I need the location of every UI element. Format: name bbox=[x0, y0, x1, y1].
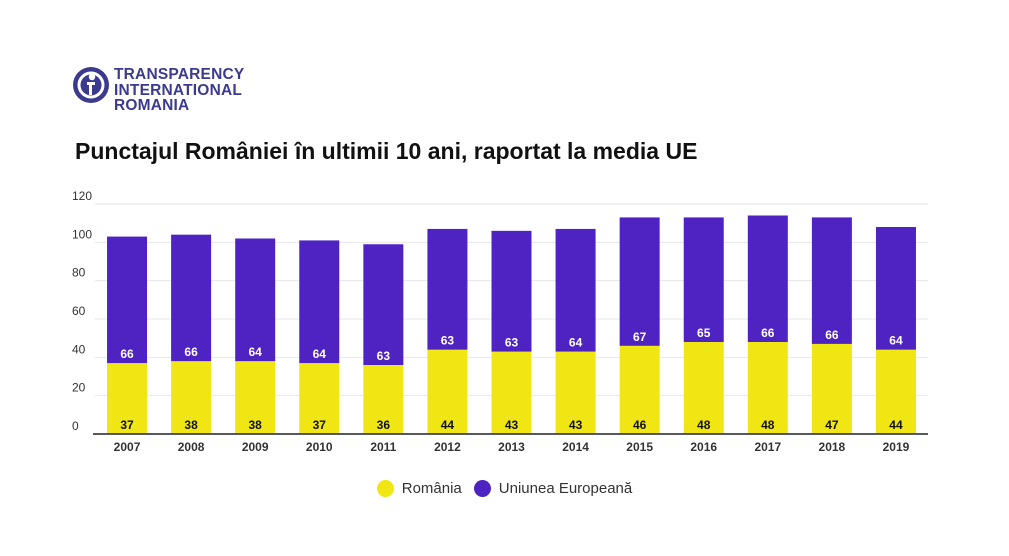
data-label-romania: 43 bbox=[505, 418, 519, 432]
data-label-eu: 64 bbox=[313, 347, 327, 361]
bar-eu bbox=[683, 217, 724, 342]
legend-swatch-eu bbox=[473, 480, 491, 497]
bar-eu bbox=[491, 230, 532, 352]
x-tick-label: 2016 bbox=[690, 440, 717, 454]
bar-eu bbox=[107, 236, 148, 364]
data-label-eu: 63 bbox=[505, 336, 519, 350]
data-label-eu: 66 bbox=[120, 347, 134, 361]
data-label-eu: 63 bbox=[377, 349, 391, 363]
bar-eu bbox=[363, 244, 404, 365]
bar-eu bbox=[747, 215, 788, 342]
bar-romania bbox=[363, 365, 404, 434]
data-label-romania: 43 bbox=[569, 418, 583, 432]
bar-romania bbox=[171, 361, 212, 434]
x-tick-label: 2017 bbox=[754, 440, 781, 454]
data-label-romania: 36 bbox=[377, 418, 391, 432]
chart-legend: România Uniunea Europeană bbox=[0, 480, 1009, 497]
logo-text: TRANSPARENCY INTERNATIONAL ROMANIA bbox=[114, 67, 244, 114]
bar-eu bbox=[427, 228, 468, 350]
bar-eu bbox=[299, 240, 340, 364]
data-label-romania: 44 bbox=[889, 418, 903, 432]
data-label-romania: 37 bbox=[313, 418, 327, 432]
y-tick-label: 120 bbox=[72, 189, 92, 203]
data-label-romania: 48 bbox=[697, 418, 711, 432]
legend-item-romania[interactable]: România bbox=[376, 480, 462, 497]
x-tick-label: 2019 bbox=[883, 440, 910, 454]
bar-eu bbox=[811, 217, 852, 344]
bar-eu bbox=[235, 238, 276, 362]
chart-title: Punctajul României în ultimii 10 ani, ra… bbox=[75, 138, 698, 164]
transparency-logo-icon bbox=[73, 67, 109, 103]
x-tick-label: 2015 bbox=[626, 440, 653, 454]
bar-eu bbox=[619, 217, 660, 346]
data-label-eu: 66 bbox=[825, 328, 839, 342]
bar-eu bbox=[555, 228, 596, 352]
x-tick-label: 2007 bbox=[114, 440, 141, 454]
data-label-romania: 46 bbox=[633, 418, 647, 432]
bar-eu bbox=[171, 234, 212, 362]
logo-line-1: TRANSPARENCY bbox=[114, 66, 245, 83]
x-tick-label: 2018 bbox=[819, 440, 846, 454]
data-label-eu: 64 bbox=[889, 334, 903, 348]
bar-romania bbox=[875, 349, 916, 434]
x-tick-label: 2011 bbox=[370, 440, 396, 454]
bar-romania bbox=[491, 351, 532, 434]
bar-romania bbox=[427, 349, 468, 434]
x-tick-label: 2014 bbox=[562, 440, 589, 454]
x-tick-label: 2009 bbox=[242, 440, 269, 454]
data-label-romania: 38 bbox=[184, 418, 198, 432]
bar-romania bbox=[107, 363, 148, 434]
y-tick-label: 0 bbox=[72, 419, 79, 433]
data-label-romania: 38 bbox=[249, 418, 263, 432]
data-label-romania: 48 bbox=[761, 418, 775, 432]
bar-romania bbox=[811, 343, 852, 434]
legend-item-eu[interactable]: Uniunea Europeană bbox=[473, 480, 633, 497]
y-tick-label: 20 bbox=[72, 381, 86, 395]
bar-romania bbox=[619, 345, 660, 434]
bar-romania bbox=[555, 351, 596, 434]
data-label-romania: 37 bbox=[120, 418, 134, 432]
data-label-romania: 44 bbox=[441, 418, 455, 432]
logo-line-2: INTERNATIONAL bbox=[114, 81, 243, 99]
stacked-bar-chart: 0 20 40 60 80 100 120 37 66 2007 38 66 2008 38 64 2009 3… bbox=[72, 189, 928, 454]
logo-line-3: ROMANIA bbox=[114, 97, 190, 114]
y-tick-label: 40 bbox=[72, 342, 86, 356]
y-tick-label: 60 bbox=[72, 304, 86, 318]
x-tick-label: 2010 bbox=[306, 440, 333, 454]
data-label-romania: 47 bbox=[825, 418, 839, 432]
legend-label-eu: Uniunea Europeană bbox=[498, 480, 633, 497]
data-label-eu: 66 bbox=[761, 326, 775, 340]
data-label-eu: 67 bbox=[633, 330, 647, 344]
x-tick-label: 2013 bbox=[498, 440, 525, 454]
data-label-eu: 63 bbox=[441, 334, 455, 348]
transparency-international-logo: TRANSPARENCY INTERNATIONAL ROMANIA bbox=[72, 66, 282, 120]
legend-label-romania: România bbox=[401, 480, 462, 497]
legend-swatch-romania bbox=[376, 480, 394, 497]
data-label-eu: 64 bbox=[249, 345, 263, 359]
data-label-eu: 64 bbox=[569, 336, 583, 350]
y-tick-label: 100 bbox=[72, 227, 92, 241]
bar-romania bbox=[747, 342, 788, 434]
x-tick-label: 2008 bbox=[178, 440, 205, 454]
x-tick-label: 2012 bbox=[434, 440, 461, 454]
data-label-eu: 66 bbox=[184, 345, 198, 359]
bar-romania bbox=[235, 361, 276, 434]
y-tick-label: 80 bbox=[72, 266, 86, 280]
bar-romania bbox=[683, 342, 724, 434]
bar-romania bbox=[299, 363, 340, 434]
bar-eu bbox=[875, 227, 916, 350]
data-label-eu: 65 bbox=[697, 326, 711, 340]
